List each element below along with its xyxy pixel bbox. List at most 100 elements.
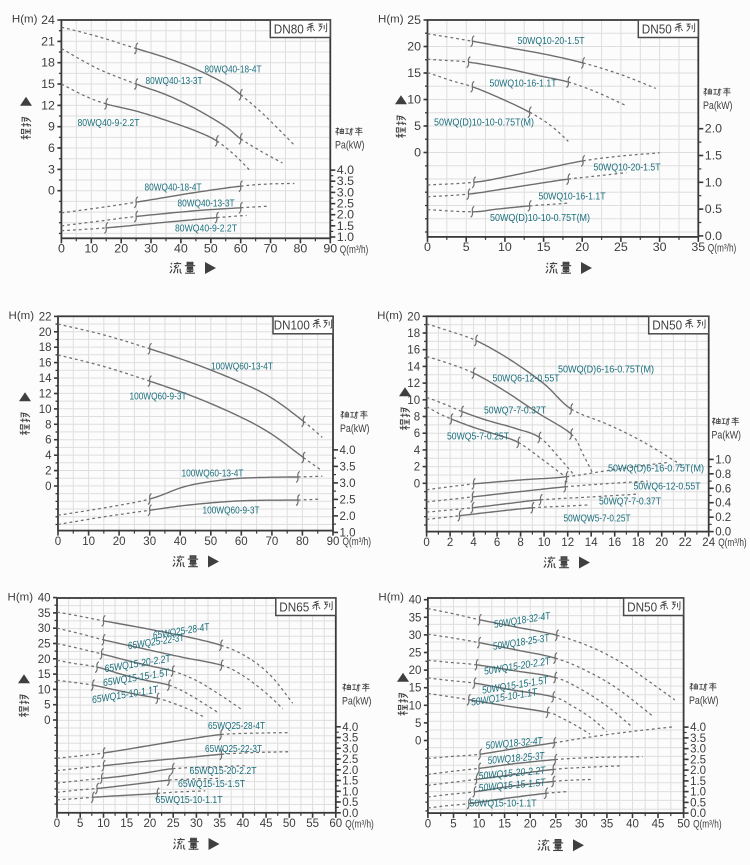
svg-text:50: 50	[204, 242, 218, 256]
svg-text:2.0: 2.0	[340, 511, 356, 523]
svg-text:6: 6	[45, 435, 51, 447]
svg-text:80WQ40-18-4T: 80WQ40-18-4T	[145, 183, 203, 194]
svg-text:80: 80	[296, 536, 309, 548]
svg-text:0: 0	[415, 736, 421, 748]
svg-text:Q(m³/h): Q(m³/h)	[343, 536, 372, 548]
svg-text:50WQ10-16-1.1T: 50WQ10-16-1.1T	[539, 192, 607, 203]
svg-text:0.4: 0.4	[715, 498, 732, 510]
svg-text:6: 6	[414, 428, 420, 440]
svg-text:3.0: 3.0	[342, 743, 358, 755]
svg-text:14: 14	[39, 373, 52, 385]
svg-text:10: 10	[409, 700, 422, 712]
svg-text:12: 12	[39, 389, 52, 401]
svg-text:0: 0	[54, 818, 60, 830]
svg-text:2: 2	[414, 462, 420, 474]
svg-text:H(m): H(m)	[378, 592, 404, 604]
svg-text:15: 15	[38, 669, 51, 681]
svg-text:Pa(kW): Pa(kW)	[340, 423, 370, 435]
svg-text:2.5: 2.5	[340, 494, 356, 506]
svg-text:0: 0	[423, 537, 429, 549]
svg-text:0.6: 0.6	[715, 483, 731, 495]
svg-text:15: 15	[409, 683, 422, 695]
svg-text:1.0: 1.0	[337, 230, 354, 244]
svg-text:4.0: 4.0	[337, 163, 354, 177]
svg-text:Q(m³/h): Q(m³/h)	[708, 242, 737, 254]
svg-text:25: 25	[38, 639, 51, 651]
svg-text:22: 22	[39, 311, 52, 323]
svg-text:Pa(kW): Pa(kW)	[689, 695, 719, 707]
svg-text:50WQW5-7-0.25T: 50WQW5-7-0.25T	[564, 514, 632, 525]
svg-text:25: 25	[549, 818, 562, 830]
svg-text:40: 40	[626, 818, 639, 830]
svg-text:DN50: DN50	[642, 22, 672, 36]
svg-text:0: 0	[45, 481, 51, 493]
svg-text:10: 10	[538, 537, 551, 549]
svg-text:20: 20	[39, 327, 52, 339]
svg-text:H(m): H(m)	[377, 310, 403, 322]
svg-text:21: 21	[41, 34, 55, 48]
svg-text:35: 35	[409, 612, 422, 624]
svg-text:40: 40	[237, 818, 250, 830]
svg-text:0.5: 0.5	[690, 797, 706, 809]
svg-text:10: 10	[407, 395, 420, 407]
svg-text:30: 30	[38, 623, 51, 635]
svg-text:30: 30	[409, 630, 422, 642]
svg-text:60: 60	[329, 818, 342, 830]
svg-text:Q(m³/h): Q(m³/h)	[718, 537, 747, 549]
svg-text:10: 10	[82, 536, 95, 548]
svg-text:50: 50	[283, 818, 296, 830]
svg-text:50WQ10-16-1.1T: 50WQ10-16-1.1T	[490, 79, 558, 90]
svg-text:2.0: 2.0	[705, 122, 722, 136]
svg-text:100WQ60-13-4T: 100WQ60-13-4T	[182, 469, 245, 480]
svg-text:10: 10	[407, 93, 421, 107]
svg-text:2: 2	[447, 537, 453, 549]
svg-text:20: 20	[407, 40, 421, 54]
svg-text:1.5: 1.5	[690, 776, 706, 788]
svg-text:H(m): H(m)	[12, 14, 38, 26]
svg-text:Q(m³/h): Q(m³/h)	[340, 244, 369, 256]
svg-text:4: 4	[470, 537, 477, 549]
svg-text:1.0: 1.0	[690, 787, 706, 799]
svg-text:65WQ15-10-1.1T: 65WQ15-10-1.1T	[156, 795, 224, 806]
svg-text:0: 0	[58, 242, 65, 256]
svg-text:DN100: DN100	[274, 319, 310, 333]
svg-text:9: 9	[48, 120, 55, 134]
svg-text:0.0: 0.0	[705, 229, 722, 243]
svg-text:80WQ40-18-4T: 80WQ40-18-4T	[205, 65, 263, 76]
svg-text:3: 3	[48, 162, 55, 176]
svg-text:80: 80	[294, 242, 308, 256]
svg-text:5: 5	[44, 700, 50, 712]
svg-text:0: 0	[44, 715, 50, 727]
svg-text:10: 10	[38, 684, 51, 696]
svg-text:2.0: 2.0	[342, 765, 358, 777]
svg-text:Pa(kW): Pa(kW)	[335, 140, 365, 152]
svg-text:22: 22	[679, 537, 692, 549]
svg-text:0: 0	[48, 184, 55, 198]
svg-text:30: 30	[143, 536, 156, 548]
svg-text:55: 55	[306, 818, 319, 830]
svg-text:H(m): H(m)	[378, 14, 404, 26]
svg-text:2.5: 2.5	[337, 197, 354, 211]
svg-text:50: 50	[677, 818, 690, 830]
svg-text:65WQ25-22-3T: 65WQ25-22-3T	[205, 744, 263, 755]
svg-text:30: 30	[575, 818, 588, 830]
svg-text:70: 70	[264, 242, 278, 256]
svg-text:65WQ25-28-4T: 65WQ25-28-4T	[208, 721, 266, 732]
svg-text:40: 40	[174, 536, 187, 548]
svg-text:20: 20	[144, 818, 157, 830]
svg-text:2.0: 2.0	[690, 765, 706, 777]
svg-text:1.0: 1.0	[715, 454, 731, 466]
svg-text:24: 24	[702, 537, 715, 549]
svg-text:15: 15	[537, 240, 551, 254]
svg-text:1.0: 1.0	[340, 527, 356, 539]
svg-text:5: 5	[414, 119, 421, 133]
svg-text:0: 0	[414, 146, 421, 160]
svg-text:35: 35	[601, 818, 614, 830]
svg-text:50WQ5-7-0.25T: 50WQ5-7-0.25T	[447, 432, 510, 443]
svg-text:14: 14	[407, 361, 420, 373]
svg-text:24: 24	[41, 13, 55, 27]
svg-text:0.5: 0.5	[705, 202, 722, 216]
svg-text:6: 6	[48, 141, 55, 155]
svg-text:80WQ40-9-2.2T: 80WQ40-9-2.2T	[175, 224, 238, 235]
svg-text:20: 20	[655, 537, 668, 549]
